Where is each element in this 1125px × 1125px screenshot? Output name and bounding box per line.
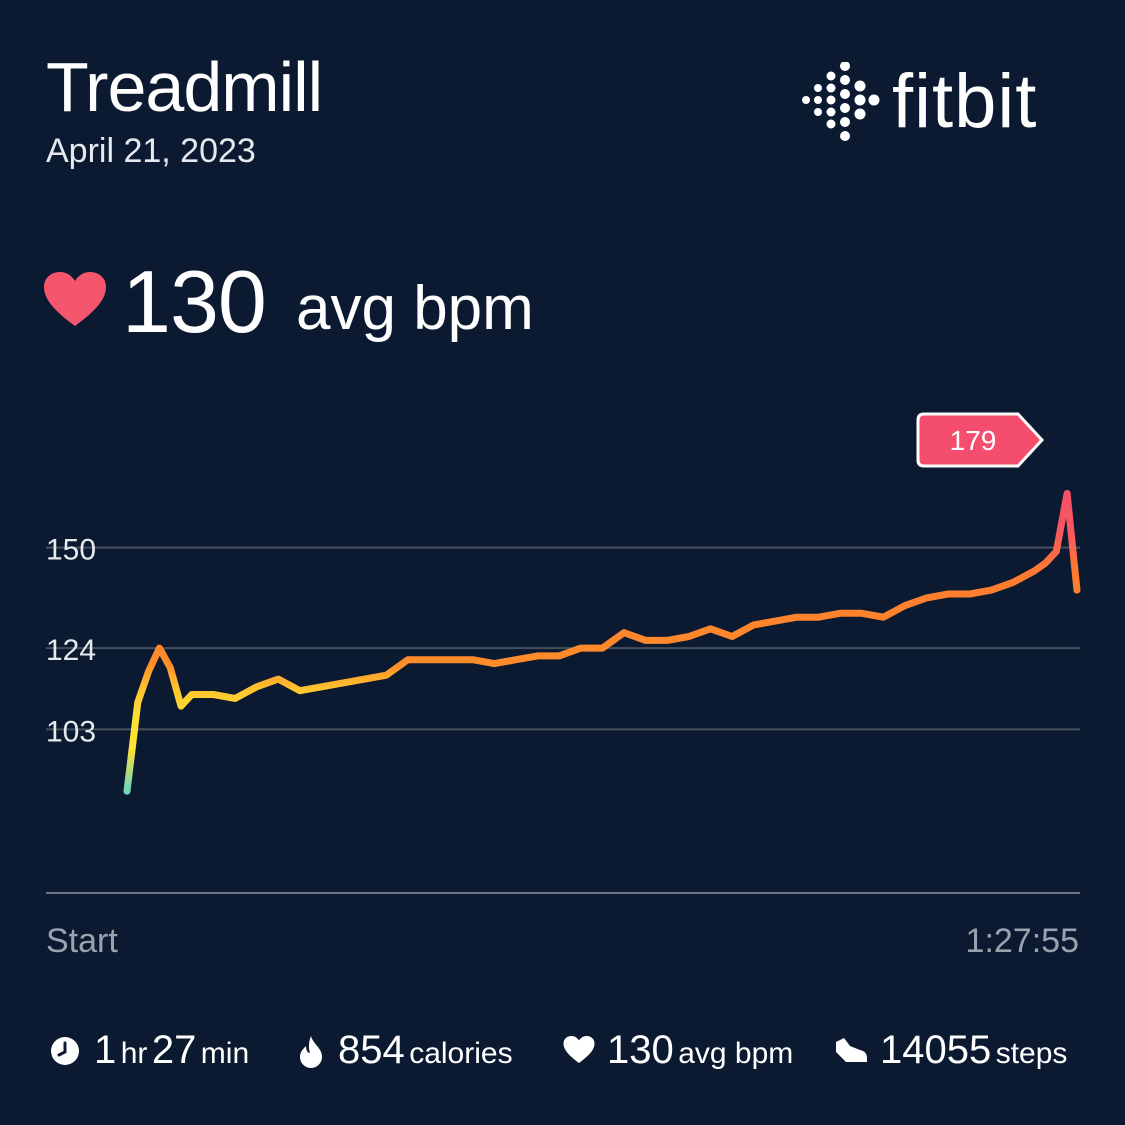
y-tick-label: 150 [46, 534, 96, 567]
heart-icon [44, 272, 106, 326]
chart-gridlines [46, 546, 1080, 731]
heart-rate-chart: 103 124 150 179 [46, 412, 1081, 894]
heart-icon [563, 1036, 595, 1063]
x-label-end: 1:27:55 [965, 922, 1079, 960]
peak-value: 179 [950, 425, 997, 456]
duration-min-unit: min [200, 1037, 250, 1070]
avg-bpm-unit: avg bpm [296, 274, 534, 343]
avg-bpm-value: 130 [122, 252, 267, 351]
workout-stats: 1 hr 27 min 854 calories 130 avg bpm 140… [0, 1030, 1125, 1080]
calories-unit: calories [409, 1037, 513, 1070]
calories-value: 854 [338, 1028, 405, 1072]
duration-hr-value: 1 [94, 1028, 117, 1072]
fitbit-logo: fitbit [800, 62, 1080, 142]
y-tick-label: 103 [46, 715, 96, 748]
steps-unit: steps [995, 1037, 1068, 1070]
fitbit-wordmark: fitbit [892, 59, 1038, 144]
steps-value: 14055 [880, 1028, 992, 1072]
clock-icon [51, 1037, 79, 1065]
y-tick-label: 124 [46, 634, 96, 667]
x-label-start: Start [46, 922, 118, 960]
footer-avg-bpm-value: 130 [607, 1028, 674, 1072]
workout-date: April 21, 2023 [46, 132, 256, 170]
duration-min-value: 27 [151, 1028, 197, 1072]
workout-title: Treadmill [46, 48, 323, 126]
duration-hr-unit: hr [120, 1037, 148, 1070]
fitbit-dots-icon [802, 62, 880, 141]
flame-icon [300, 1036, 322, 1068]
y-tick-labels: 103 124 150 [46, 534, 96, 749]
shoe-icon [836, 1038, 867, 1062]
peak-badge: 179 [916, 412, 1045, 468]
heart-rate-line [123, 490, 1081, 795]
footer-avg-bpm-unit: avg bpm [678, 1037, 794, 1070]
